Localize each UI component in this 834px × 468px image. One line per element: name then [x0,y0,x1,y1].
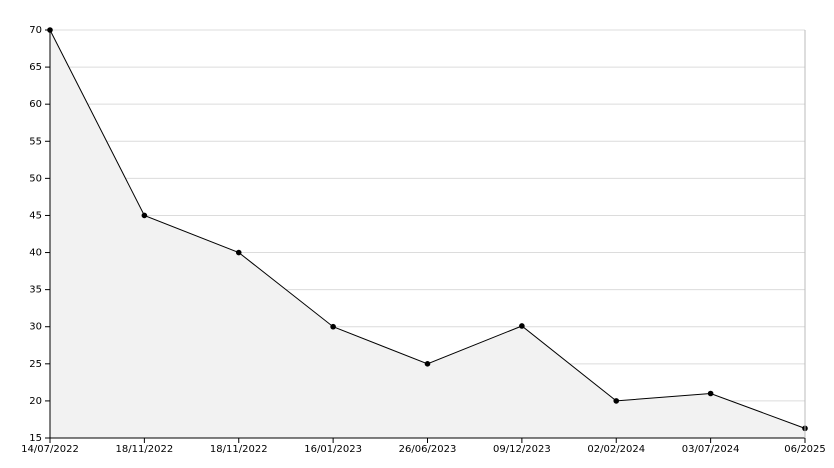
y-tick-label: 35 [29,285,42,296]
point [707,390,714,397]
y-tick-label: 20 [29,396,42,407]
x-tick-label: 02/02/2024 [587,444,645,455]
area [50,30,805,438]
point [519,323,525,329]
y-tick-label: 40 [29,248,42,259]
y-tick-label: 50 [29,173,42,184]
x-tick-label: 09/12/2023 [493,444,551,455]
x-tick-label: 26/06/2023 [399,444,457,455]
y-tick-label: 70 [29,25,42,36]
y-tick-label: 55 [29,136,42,147]
y-tick-label: 30 [29,322,42,333]
x-tick-label: 16/01/2023 [304,444,362,455]
point [330,323,336,330]
x-tick-label: 18/11/2022 [210,444,268,455]
y-tick-label: 60 [29,99,42,110]
x-tick-label: 06/2025 [784,444,826,455]
y-tick-label: 65 [29,62,42,73]
y-tick-label: 25 [29,359,42,370]
point [424,361,431,367]
x-tick-label: 18/11/2022 [116,444,174,455]
y-tick-label: 45 [29,210,42,221]
point [235,249,242,256]
x-tick-label: 14/07/2022 [21,444,79,455]
x-tick-label: 03/07/2024 [682,444,740,455]
point [141,212,148,219]
y-tick-label: 15 [29,433,42,444]
point [613,398,620,404]
